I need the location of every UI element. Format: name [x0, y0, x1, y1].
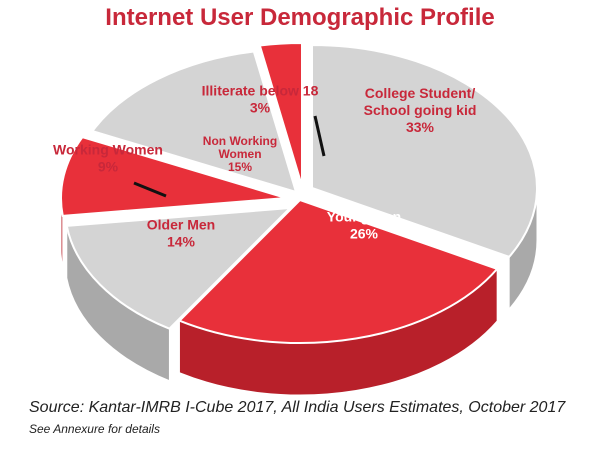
slice-value-label-1: 33%	[406, 119, 435, 135]
source-note: Source: Kantar-IMRB I-Cube 2017, All Ind…	[29, 399, 566, 416]
pie-slice-5	[90, 50, 298, 194]
slice-name-label-1: School going kid	[364, 102, 477, 118]
annexure-note: See Annexure for details	[29, 422, 160, 436]
slice-value-label-4: 9%	[98, 159, 119, 175]
slice-value-label-6: 3%	[250, 100, 271, 116]
slice-name-label-4: Working Women	[53, 142, 163, 158]
pie-slice-2	[177, 198, 499, 344]
leader-lines	[133, 115, 326, 198]
pie-slice-4	[60, 135, 287, 217]
slice-value-label-2: 26%	[350, 226, 379, 242]
slice-name-label-5: Non Working	[203, 134, 277, 148]
slice-name-label-1: College Student/	[365, 85, 476, 101]
leader-illiterate	[313, 115, 326, 157]
pie-slice-3	[65, 206, 293, 330]
pie-slice-1	[311, 43, 538, 259]
slice-name-label-2: Young Men	[327, 209, 401, 225]
pie-top-faces	[60, 41, 538, 344]
chart-title: Internet User Demographic Profile	[105, 4, 495, 31]
slice-name-label-6: Illiterate below 18	[202, 83, 319, 99]
slice-name-label-5: Women	[218, 147, 261, 161]
slice-value-label-5: 15%	[228, 160, 252, 174]
leader-working-women	[133, 181, 167, 198]
slice-value-label-3: 14%	[167, 234, 196, 250]
pie-slice-6	[258, 41, 303, 187]
slice-name-label-3: Older Men	[147, 217, 215, 233]
